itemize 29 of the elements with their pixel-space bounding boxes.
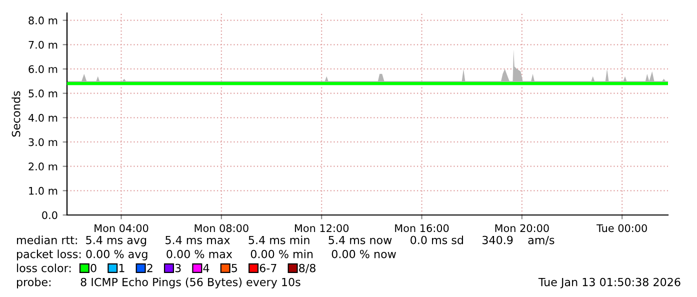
x-tick-label: Mon 12:00 [294, 224, 349, 232]
text: packet loss: 0.00 % avg 0.00 % max 0.00 % min 0.00 % now [17, 250, 396, 260]
y-tick-label: 3.0 m [28, 138, 58, 146]
x-tick-label: Tue 00:00 [596, 224, 647, 232]
legend-label: 6-7 [260, 264, 276, 272]
y-tick-label: 8.0 m [28, 16, 58, 24]
text: Tue Jan 13 01:50:38 2026 [538, 278, 680, 288]
legend-label: 8/8 [299, 264, 316, 274]
legend-label: 5 [232, 264, 237, 272]
x-tick-label: Mon 16:00 [395, 224, 449, 232]
text: probe: 8 ICMP Echo Pings (56 Bytes) every 10s [17, 278, 300, 288]
x-tick-label: Mon 08:00 [194, 224, 248, 232]
text: median rtt: 5.4 ms avg 5.4 ms max 5.4 ms min 5.4 ms now 0.0 ms sd 340.9 am/s [17, 236, 554, 246]
y-tick-label: 1.0 m [29, 186, 58, 195]
y-tick-label: 5.0 m [28, 90, 58, 98]
y-tick-label: 7.0 m [28, 40, 58, 49]
y-axis-title: Seconds [12, 91, 20, 137]
legend-label: 0 [90, 264, 96, 272]
legend-label: 3 [175, 264, 181, 272]
y-tick-label: 6.0 m [28, 65, 58, 74]
y-tick-label: 4.0 m [28, 114, 58, 122]
legend-title: loss color: [17, 264, 71, 272]
legend-label: 4 [203, 264, 210, 272]
y-tick-label: 0.0 [42, 211, 58, 220]
x-tick-label: Mon 20:00 [495, 224, 549, 232]
legend-label: 2 [147, 264, 152, 272]
x-tick-label: Mon 04:00 [94, 224, 148, 232]
legend-label: 1 [119, 264, 124, 272]
y-tick-label: 2.0 m [28, 162, 58, 170]
